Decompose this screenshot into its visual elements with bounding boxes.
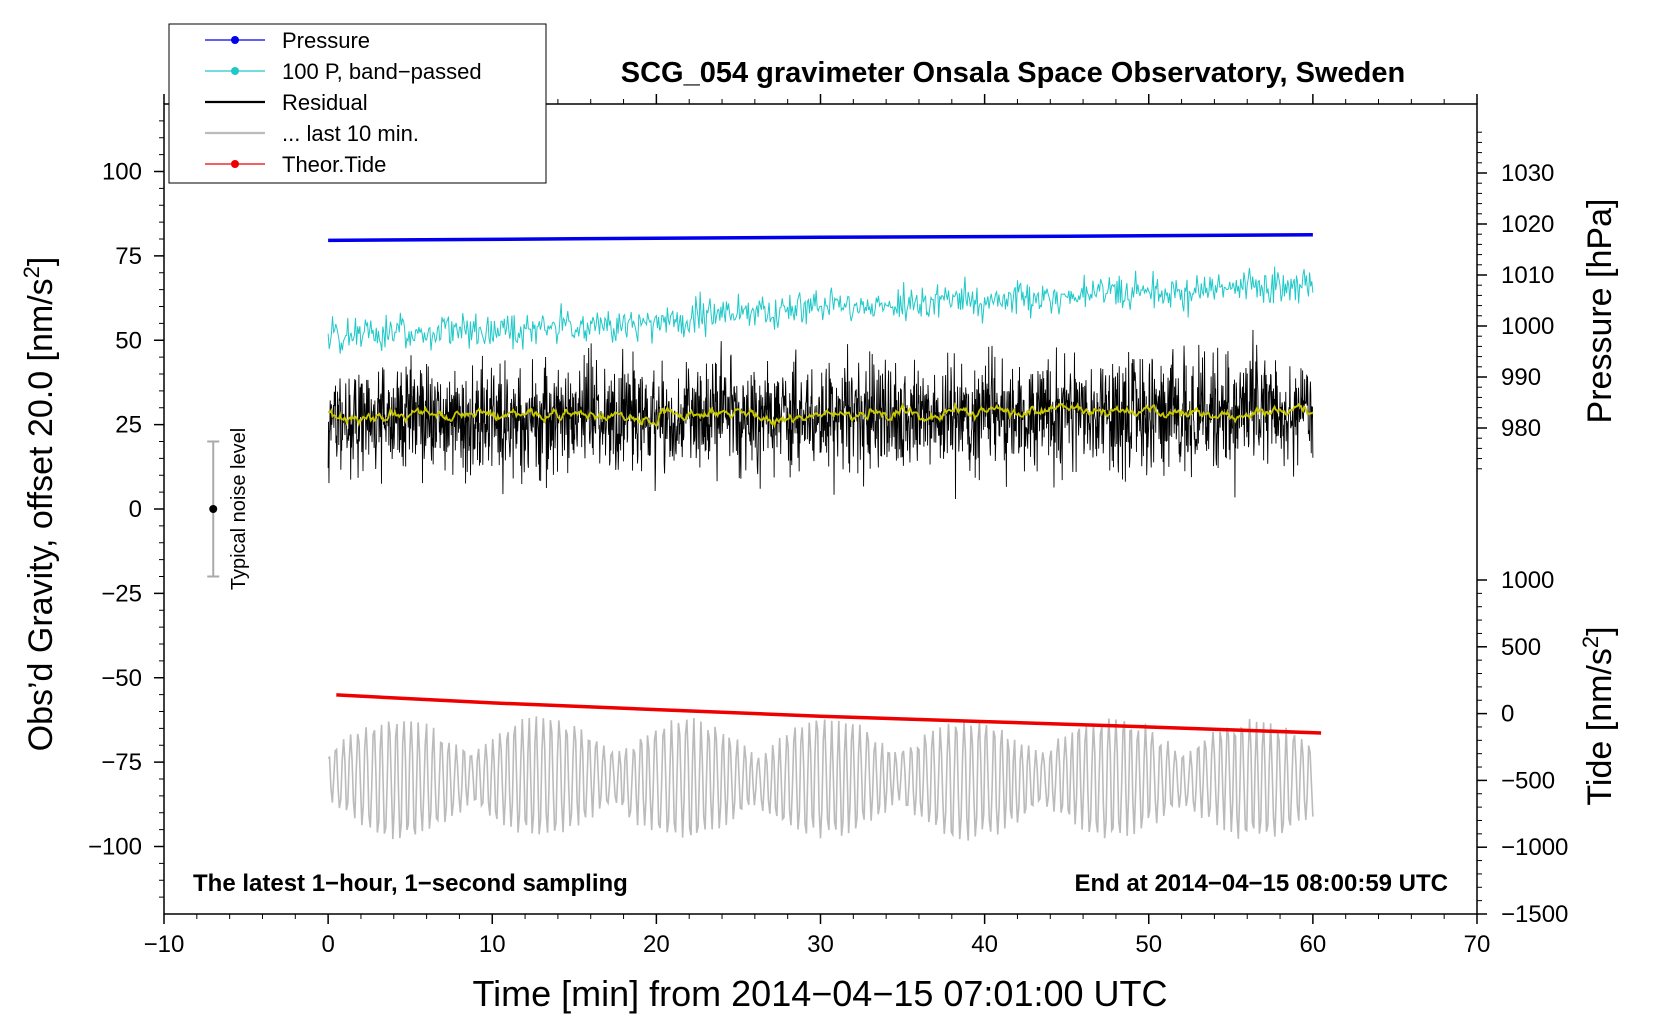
x-tick-label: 70: [1464, 931, 1491, 958]
legend-entries: Pressure 100 P, band−passed Residual ... la…: [205, 28, 482, 177]
x-tick-label: 60: [1300, 931, 1327, 958]
legend-box: [168, 23, 547, 184]
y-axis-label-pressure: Pressure [hPa]: [1581, 199, 1619, 424]
x-tick-label: 10: [479, 931, 506, 958]
pressure-tick-label: 990: [1501, 364, 1541, 391]
y-tick-label: 75: [115, 243, 142, 270]
chart-title: SCG_054 gravimeter Onsala Space Observat…: [621, 57, 1405, 89]
legend-marker: [231, 36, 239, 44]
y-tick-label: −25: [101, 580, 142, 607]
y-tick-label: 100: [102, 159, 142, 186]
pressure-tick-label: 1010: [1501, 262, 1554, 289]
legend-marker: [231, 67, 239, 75]
legend-label: ... last 10 min.: [282, 121, 419, 146]
noise-level-label: Typical noise level: [228, 428, 250, 590]
series-pressure: [328, 232, 1313, 243]
y-axis-label-tide: Tide [nm/s2]: [1578, 626, 1619, 805]
series-residual: [327, 329, 1314, 500]
x-tick-label: −10: [144, 931, 185, 958]
y-axis-label-left: Obs’d Gravity, offset 20.0 [nm/s2]: [19, 257, 60, 752]
tide-tick-label: −500: [1501, 767, 1555, 794]
y-tick-label: −75: [101, 749, 142, 776]
pressure-tick-label: 1000: [1501, 313, 1554, 340]
tide-tick-label: 0: [1501, 701, 1514, 728]
x-tick-label: 50: [1135, 931, 1162, 958]
tide-tick-label: −1000: [1501, 834, 1568, 861]
legend-label: Theor.Tide: [282, 152, 386, 177]
tide-tick-label: −1500: [1501, 901, 1568, 928]
legend-label: Pressure: [282, 28, 370, 53]
legend: Pressure 100 P, band−passed Residual ... la…: [168, 23, 547, 184]
y-tick-label: 50: [115, 327, 142, 354]
series-theor-tide: [336, 693, 1322, 735]
y-tick-label: 0: [129, 496, 142, 523]
annotation-end-time: End at 2014−04−15 08:00:59 UTC: [1074, 870, 1448, 897]
pressure-tick-label: 980: [1501, 415, 1541, 442]
axis-ticks: −10 0 10 20 30 40 50 60 701007550250−25−50−75−10…: [88, 94, 1568, 958]
y-tick-label: −50: [101, 665, 142, 692]
annotation-sampling: The latest 1−hour, 1−second sampling: [193, 870, 628, 897]
y-tick-label: −100: [88, 834, 142, 861]
x-tick-label: 40: [971, 931, 998, 958]
tide-tick-label: 500: [1501, 634, 1541, 661]
pressure-tick-label: 1020: [1501, 211, 1554, 238]
tide-tick-label: 1000: [1501, 567, 1554, 594]
y-tick-label: 25: [115, 412, 142, 439]
series-layer: [327, 232, 1322, 841]
series-100p-band-passed: [327, 266, 1314, 354]
x-tick-label: 0: [321, 931, 334, 958]
noise-center-dot: [209, 505, 218, 513]
noise-level-indicator: Typical noise level: [207, 428, 250, 590]
legend-marker: [231, 160, 239, 168]
x-tick-label: 30: [807, 931, 834, 958]
legend-label: 100 P, band−passed: [282, 59, 482, 84]
legend-label: Residual: [282, 90, 368, 115]
pressure-tick-label: 1030: [1501, 160, 1554, 187]
x-axis-label: Time [min] from 2014−04−15 07:01:00 UTC: [472, 973, 1167, 1014]
series-last-10-min: [327, 716, 1314, 841]
x-tick-label: 20: [643, 931, 670, 958]
series-residual-smoothed: [327, 401, 1314, 429]
